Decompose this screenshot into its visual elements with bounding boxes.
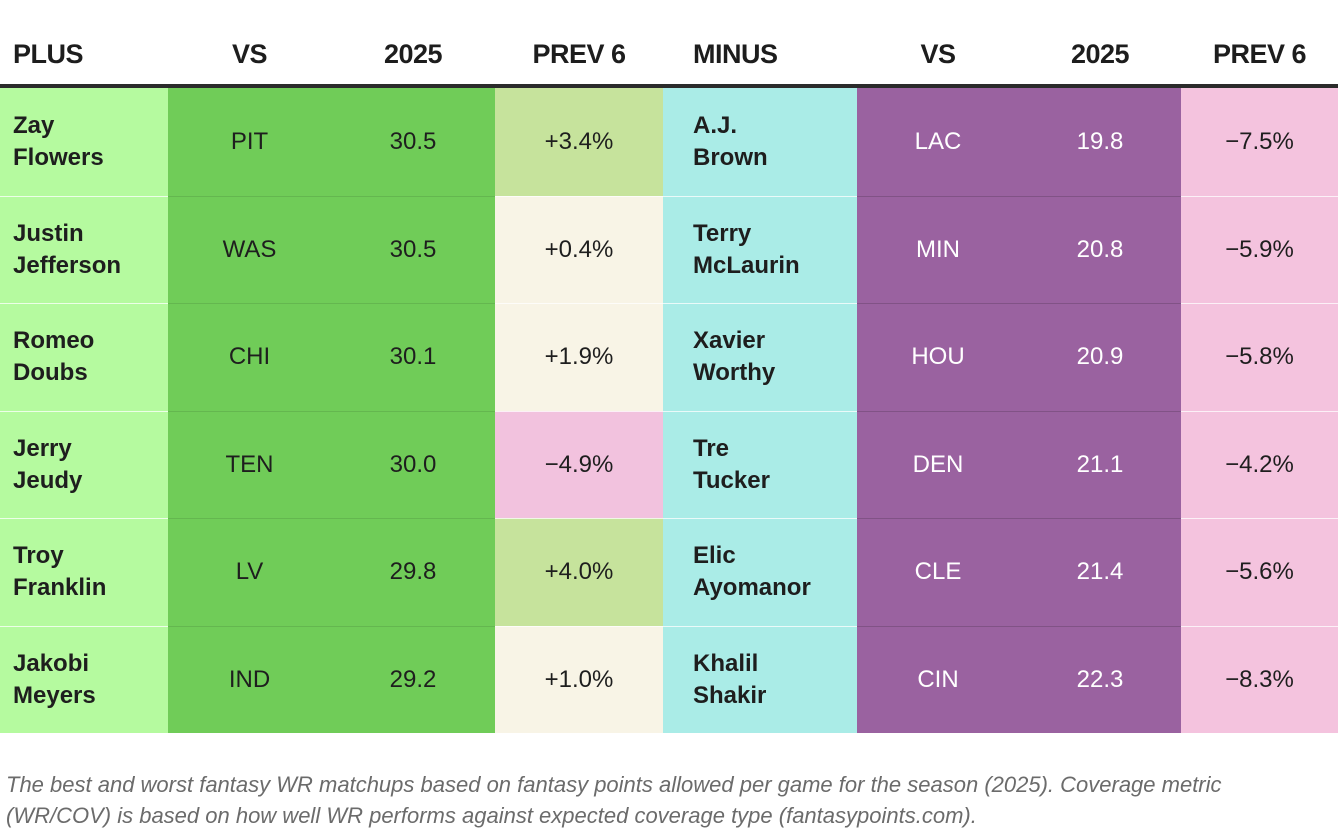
player-name-cell: Romeo Doubs	[0, 303, 168, 411]
player-first-name: Elic	[693, 542, 736, 570]
header-plus: PLUS	[13, 39, 84, 69]
table-row: Jakobi Meyers IND 29.2 +1.0% Khalil Shak…	[0, 625, 1338, 733]
table-row: Romeo Doubs CHI 30.1 +1.9% Xavier Worthy…	[0, 303, 1338, 411]
player-name-cell: Jerry Jeudy	[0, 410, 168, 518]
opponent-cell: CIN	[857, 625, 1019, 733]
prev6-cell: −5.9%	[1181, 195, 1338, 303]
player-name-cell: Xavier Worthy	[663, 303, 857, 411]
player-first-name: Justin	[13, 219, 84, 247]
player-name-cell: Jakobi Meyers	[0, 625, 168, 733]
season-points-cell: 30.5	[331, 88, 495, 196]
header-minus-prev6: PREV 6	[1212, 39, 1307, 69]
table-row: Troy Franklin LV 29.8 +4.0% Elic Ayomano…	[0, 518, 1338, 626]
player-last-name: Worthy	[693, 359, 776, 387]
player-name-cell: Justin Jefferson	[0, 195, 168, 303]
player-first-name: Jakobi	[13, 649, 90, 677]
player-last-name: Shakir	[693, 681, 767, 709]
player-name-cell: Khalil Shakir	[663, 625, 857, 733]
player-first-name: Xavier	[693, 327, 766, 355]
opponent-cell: CHI	[168, 303, 331, 411]
prev6-cell: −4.9%	[495, 410, 663, 518]
prev6-cell: −5.8%	[1181, 303, 1338, 411]
table-row: Zay Flowers PIT 30.5 +3.4% A.J. Brown LA…	[0, 88, 1338, 196]
season-points-cell: 29.8	[331, 518, 495, 626]
opponent-cell: TEN	[168, 410, 331, 518]
season-points-cell: 21.4	[1019, 518, 1181, 626]
prev6-cell: +4.0%	[495, 518, 663, 626]
season-points-cell: 30.0	[331, 410, 495, 518]
prev6-cell: +0.4%	[495, 195, 663, 303]
player-last-name: Franklin	[13, 574, 107, 602]
opponent-cell: WAS	[168, 195, 331, 303]
player-name-cell: Tre Tucker	[663, 410, 857, 518]
player-last-name: Meyers	[13, 681, 96, 709]
player-last-name: McLaurin	[693, 251, 800, 279]
player-last-name: Flowers	[13, 143, 104, 171]
header-minus-2025: 2025	[1070, 39, 1130, 69]
player-first-name: Jerry	[13, 434, 72, 462]
season-points-cell: 21.1	[1019, 410, 1181, 518]
season-points-cell: 29.2	[331, 625, 495, 733]
player-last-name: Jefferson	[13, 251, 122, 279]
prev6-cell: −7.5%	[1181, 88, 1338, 196]
opponent-cell: HOU	[857, 303, 1019, 411]
player-name-cell: Troy Franklin	[0, 518, 168, 626]
header-plus-2025: 2025	[383, 39, 443, 69]
player-first-name: Troy	[13, 542, 64, 570]
player-first-name: Khalil	[693, 649, 759, 677]
season-points-cell: 20.8	[1019, 195, 1181, 303]
table-caption: The best and worst fantasy WR matchups b…	[6, 772, 1222, 828]
header-minus-vs: VS	[920, 39, 956, 69]
player-first-name: Romeo	[13, 327, 95, 355]
opponent-cell: MIN	[857, 195, 1019, 303]
opponent-cell: IND	[168, 625, 331, 733]
prev6-cell: −5.6%	[1181, 518, 1338, 626]
header-plus-prev6: PREV 6	[532, 39, 626, 69]
opponent-cell: DEN	[857, 410, 1019, 518]
season-points-cell: 30.1	[331, 303, 495, 411]
player-name-cell: Terry McLaurin	[663, 195, 857, 303]
table-row: Justin Jefferson WAS 30.5 +0.4% Terry Mc…	[0, 195, 1338, 303]
player-first-name: Terry	[693, 219, 752, 247]
player-name-cell: A.J. Brown	[663, 88, 857, 196]
prev6-cell: +3.4%	[495, 88, 663, 196]
table-header-row: PLUS VS 2025 PREV 6 MINUS VS 2025 PREV 6	[0, 0, 1338, 88]
player-last-name: Doubs	[13, 359, 88, 387]
player-name-cell: Elic Ayomanor	[663, 518, 857, 626]
opponent-cell: LAC	[857, 88, 1019, 196]
prev6-cell: −8.3%	[1181, 625, 1338, 733]
player-first-name: Zay	[13, 111, 55, 139]
opponent-cell: LV	[168, 518, 331, 626]
season-points-cell: 19.8	[1019, 88, 1181, 196]
opponent-cell: CLE	[857, 518, 1019, 626]
header-plus-vs: VS	[231, 39, 268, 69]
prev6-cell: +1.9%	[495, 303, 663, 411]
table-row: Jerry Jeudy TEN 30.0 −4.9% Tre Tucker DE…	[0, 410, 1338, 518]
prev6-cell: +1.0%	[495, 625, 663, 733]
prev6-cell: −4.2%	[1181, 410, 1338, 518]
season-points-cell: 20.9	[1019, 303, 1181, 411]
season-points-cell: 30.5	[331, 195, 495, 303]
header-minus: MINUS	[693, 39, 778, 69]
player-name-cell: Zay Flowers	[0, 88, 168, 196]
player-last-name: Ayomanor	[693, 574, 811, 602]
player-first-name: Tre	[693, 434, 730, 462]
player-last-name: Tucker	[693, 466, 770, 494]
player-last-name: Jeudy	[13, 466, 83, 494]
player-last-name: Brown	[693, 143, 768, 171]
player-first-name: A.J.	[693, 111, 738, 139]
season-points-cell: 22.3	[1019, 625, 1181, 733]
opponent-cell: PIT	[168, 88, 331, 196]
